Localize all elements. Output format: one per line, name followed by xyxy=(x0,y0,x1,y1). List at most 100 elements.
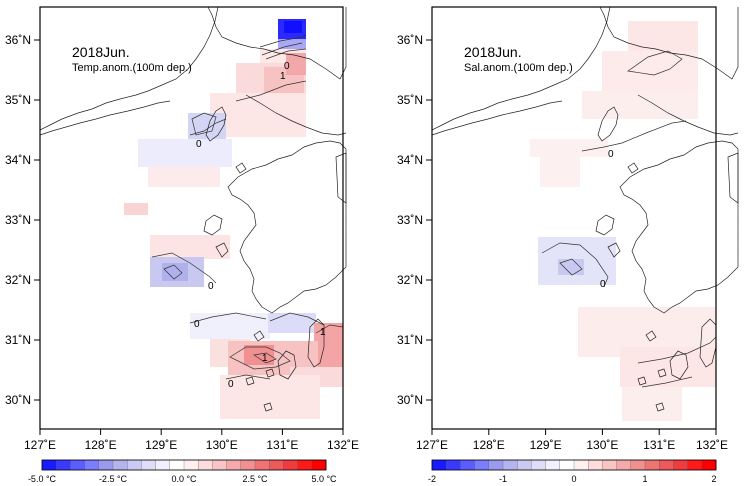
x-tick-label: 129˚E xyxy=(145,438,177,452)
colorbar-swatch xyxy=(446,459,461,471)
y-tick-label: 30˚N xyxy=(5,393,31,407)
colorbar-swatch xyxy=(545,459,561,471)
x-tick-label: 131˚E xyxy=(266,438,298,452)
colorbar-swatch xyxy=(226,459,242,471)
colorbar-tick-label: 2 xyxy=(711,474,716,484)
y-tick-label: 32˚N xyxy=(397,273,423,287)
colorbar-tick-label: -2.5 °C xyxy=(99,474,128,484)
colorbar-swatch xyxy=(41,459,57,471)
x-tick-label: 132˚E xyxy=(327,438,359,452)
x-tick-label: 127˚E xyxy=(24,438,56,452)
left-map-title: 2018Jun. xyxy=(72,44,130,60)
colorbar-swatch xyxy=(169,459,185,471)
x-tick-label: 130˚E xyxy=(586,438,618,452)
colorbar-swatch xyxy=(84,459,100,471)
colorbar-swatch xyxy=(616,459,632,471)
x-tick-label: 129˚E xyxy=(530,438,562,452)
colorbar-swatch xyxy=(254,459,270,471)
y-tick-label: 31˚N xyxy=(5,333,31,347)
colorbar-swatch xyxy=(502,459,518,471)
y-tick-label: 36˚N xyxy=(397,33,423,47)
colorbar-swatch xyxy=(559,459,575,471)
colorbar-swatch xyxy=(644,459,660,471)
colorbar-tick-label: -1 xyxy=(499,474,507,484)
x-tick-label: 127˚E xyxy=(416,438,448,452)
colorbar-tick-label: 0 xyxy=(571,474,576,484)
contour-label: 1 xyxy=(320,327,326,338)
colorbar-swatch xyxy=(630,459,646,471)
colorbar-swatch xyxy=(311,459,327,471)
colorbar-tick-label: 5.0 °C xyxy=(311,474,337,484)
colorbar-swatch xyxy=(112,459,128,471)
colorbar-frame xyxy=(431,459,717,471)
y-tick-label: 35˚N xyxy=(5,93,31,107)
colorbar-tick-label: 2.5 °C xyxy=(242,474,268,484)
colorbar-swatch xyxy=(240,459,256,471)
colorbar-tick-label: 1 xyxy=(642,474,647,484)
colorbar-swatch xyxy=(98,459,114,471)
colorbar-swatch xyxy=(141,459,157,471)
colorbar-swatch xyxy=(70,459,86,471)
colorbar-swatch xyxy=(531,459,547,471)
colorbar-swatch xyxy=(602,459,618,471)
colorbar-swatch xyxy=(673,459,689,471)
y-tick-label: 30˚N xyxy=(397,393,423,407)
left-map-panel: 0 0 0 1 1 0 1 0 2018Jun. Temp.anom.(100m… xyxy=(39,6,347,430)
right-colorbar-labels: -2 -1 0 1 2 xyxy=(428,474,717,484)
left-colorbar xyxy=(41,459,327,471)
colorbar-swatch xyxy=(488,459,504,471)
colorbar-swatch xyxy=(269,459,284,471)
right-map-subtitle: Sal.anom.(100m dep.) xyxy=(464,62,573,74)
left-map-frame xyxy=(39,6,344,430)
colorbar-swatch xyxy=(659,459,674,471)
y-tick-label: 34˚N xyxy=(5,153,31,167)
colorbar-swatch xyxy=(460,459,476,471)
contour-label: 0 xyxy=(284,61,290,72)
colorbar-swatch xyxy=(687,459,703,471)
y-tick-label: 33˚N xyxy=(397,213,423,227)
y-tick-label: 31˚N xyxy=(397,333,423,347)
colorbar-swatch xyxy=(474,459,490,471)
colorbar-tick-label: -2 xyxy=(428,474,436,484)
contour-label: 0 xyxy=(208,281,214,292)
right-colorbar xyxy=(431,459,717,471)
colorbar-swatch xyxy=(155,459,171,471)
right-contour-labels: 0 0 xyxy=(600,149,614,290)
y-tick-label: 36˚N xyxy=(5,33,31,47)
y-tick-label: 33˚N xyxy=(5,213,31,227)
right-map-title: 2018Jun. xyxy=(464,44,522,60)
right-map-frame xyxy=(431,6,717,430)
right-map-panel: 0 0 2018Jun. Sal.anom.(100m dep.) xyxy=(431,6,739,430)
right-contours xyxy=(541,50,717,388)
contour-label: 0 xyxy=(600,279,606,290)
colorbar-swatch xyxy=(56,459,71,471)
right-anomaly-field xyxy=(530,21,716,421)
colorbar-swatch xyxy=(212,459,228,471)
colorbar-swatch xyxy=(283,459,299,471)
colorbar-swatch xyxy=(431,459,447,471)
left-anomaly-field xyxy=(124,19,343,419)
colorbar-frame xyxy=(41,459,327,471)
colorbar-tick-label: 0.0 °C xyxy=(171,474,197,484)
contour-label: 0 xyxy=(228,379,234,390)
colorbar-swatch xyxy=(198,459,213,471)
contour-label: 1 xyxy=(280,71,286,82)
y-tick-label: 32˚N xyxy=(5,273,31,287)
contour-label: 0 xyxy=(194,319,200,330)
x-tick-label: 128˚E xyxy=(85,438,117,452)
right-axes: 127˚E 128˚E 129˚E 130˚E 131˚E 132˚E 36˚N… xyxy=(397,33,728,452)
contour-label: 1 xyxy=(262,353,268,364)
x-tick-label: 132˚E xyxy=(696,438,728,452)
x-tick-label: 131˚E xyxy=(643,438,675,452)
colorbar-swatch xyxy=(297,459,313,471)
colorbar-swatch xyxy=(573,459,589,471)
colorbar-swatch xyxy=(183,459,199,471)
colorbar-tick-label: -5.0 °C xyxy=(28,474,57,484)
y-tick-label: 34˚N xyxy=(397,153,423,167)
x-tick-label: 128˚E xyxy=(473,438,505,452)
y-tick-label: 35˚N xyxy=(397,93,423,107)
colorbar-swatch xyxy=(127,459,142,471)
contour-label: 0 xyxy=(608,149,614,160)
left-colorbar-labels: -5.0 °C -2.5 °C 0.0 °C 2.5 °C 5.0 °C xyxy=(28,474,337,484)
